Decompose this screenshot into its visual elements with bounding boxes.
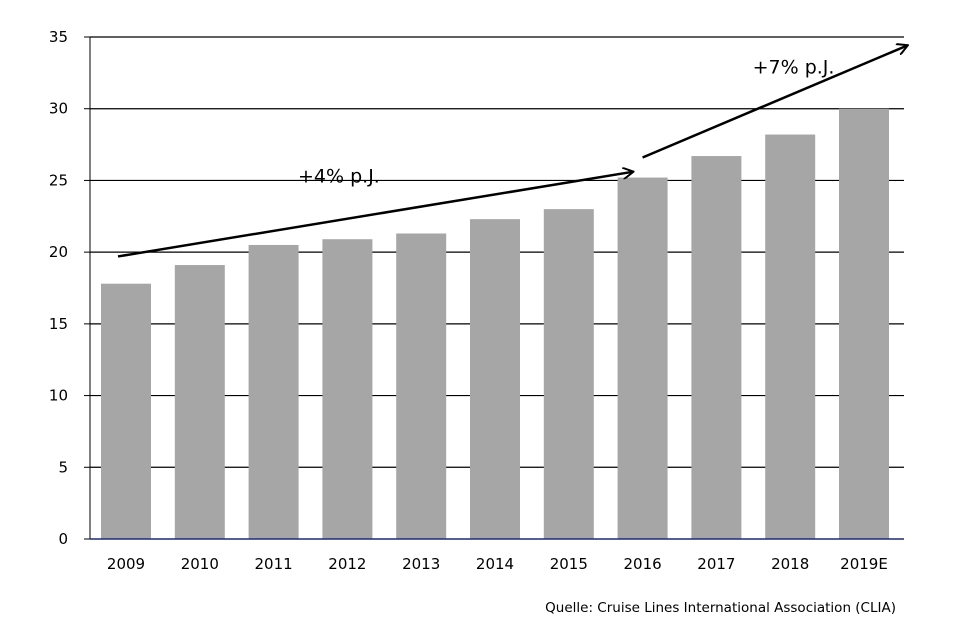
bar-2017 (691, 156, 742, 539)
bar-2014 (470, 219, 520, 539)
y-tick-label: 10 (49, 387, 68, 405)
bar-2009 (101, 283, 151, 539)
y-tick-label: 0 (58, 530, 68, 548)
x-tick-label: 2014 (476, 555, 514, 573)
growth-arrow (642, 46, 907, 159)
x-tick-label: 2011 (255, 555, 293, 573)
bar-2010 (174, 265, 225, 539)
y-tick-label: 5 (58, 458, 68, 476)
growth-label: +4% p.J. (298, 165, 380, 187)
x-tick-label: 2013 (402, 555, 440, 573)
x-tick-label: 2009 (107, 555, 145, 573)
bar-2018 (765, 134, 816, 539)
x-tick-label: 2017 (697, 555, 735, 573)
x-tick-label: 2016 (624, 555, 662, 573)
x-tick-label: 2010 (181, 555, 219, 573)
bar-2016 (617, 177, 668, 539)
source-note: Quelle: Cruise Lines International Assoc… (545, 600, 896, 616)
bar-2019E (839, 108, 889, 539)
x-tick-label: 2012 (328, 555, 366, 573)
y-tick-label: 20 (49, 243, 68, 261)
y-tick-label: 30 (49, 100, 68, 118)
y-tick-label: 25 (49, 171, 68, 189)
growth-label: +7% p.J. (753, 56, 835, 78)
bar-2011 (248, 244, 299, 539)
axes: 0 5 10 15 20 25 30 35 2009 2010 2011 2012 2013 2014 20… (49, 28, 904, 573)
y-tick-label: 35 (49, 28, 68, 46)
bar-2013 (396, 233, 447, 540)
x-tick-label: 2018 (771, 555, 809, 573)
y-tick-label: 15 (49, 315, 68, 333)
bars (101, 108, 889, 540)
x-tick-label: 2019E (840, 555, 888, 573)
x-tick-label: 2015 (550, 555, 588, 573)
bar-2012 (322, 239, 373, 539)
growth-annotations: +4% p.J. +7% p.J. (117, 46, 907, 258)
bar-2015 (543, 209, 594, 539)
growth-arrow (117, 172, 633, 258)
